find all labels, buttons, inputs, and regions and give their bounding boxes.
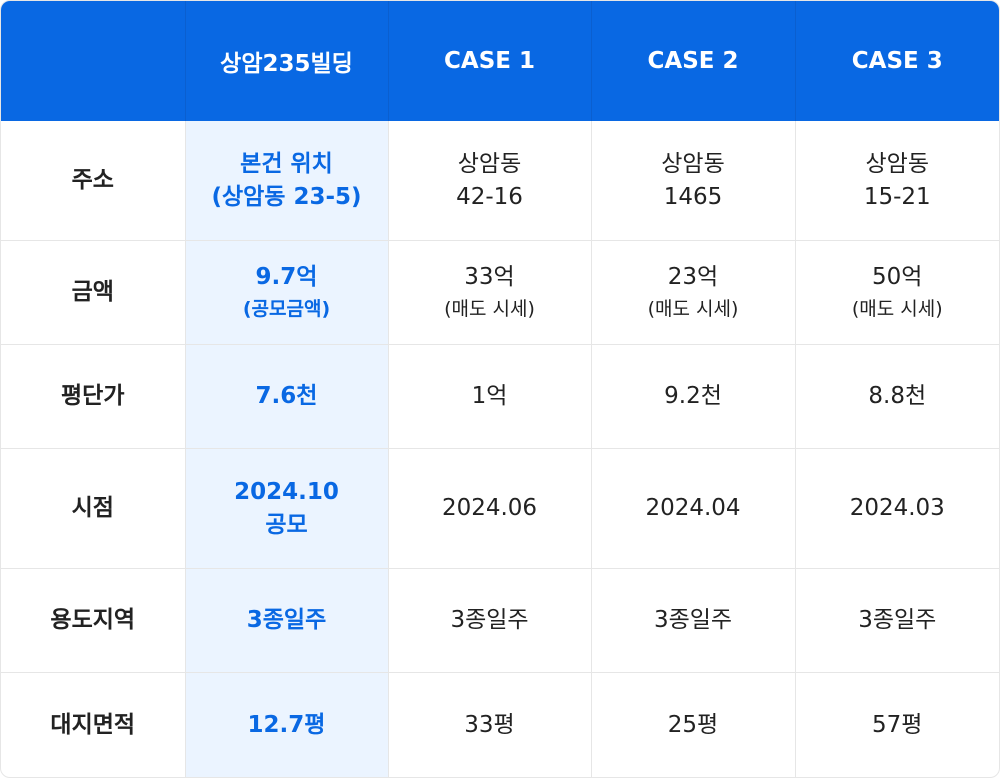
subject-cell: 7.6천 <box>185 344 389 449</box>
cell-sub: (공모금액) <box>242 298 331 320</box>
row-price: 금액 9.7억 (공모금액) 33억 (매도 시세) 23억 (매도 시세) 5… <box>1 240 999 345</box>
row-label: 시점 <box>1 448 186 569</box>
cell-line: (상암동 23-5) <box>211 183 362 210</box>
cell-line: 상암동 <box>661 150 725 177</box>
header-row: 상암235빌딩 CASE 1 CASE 2 CASE 3 <box>1 1 999 121</box>
cell-sub: (매도 시세) <box>851 298 943 320</box>
case-cell: 상암동 42-16 <box>388 121 592 241</box>
row-zoning: 용도지역 3종일주 3종일주 3종일주 3종일주 <box>1 568 999 673</box>
subject-cell: 9.7억 (공모금액) <box>185 240 389 345</box>
cell-line: 상암동 <box>457 150 522 177</box>
row-label: 용도지역 <box>1 568 186 673</box>
cell-sub: (매도 시세) <box>647 298 739 320</box>
subject-cell: 3종일주 <box>185 568 389 673</box>
case-cell: 2024.03 <box>795 448 999 569</box>
cell-line: 42-16 <box>456 183 523 210</box>
cell-line: 본건 위치 <box>240 150 333 177</box>
cell-line: 15-21 <box>863 183 931 210</box>
cell-sub: (매도 시세) <box>444 298 535 320</box>
cell-main: 23억 <box>667 264 719 290</box>
case-cell: 상암동 15-21 <box>795 121 999 241</box>
case-cell: 23억 (매도 시세) <box>591 240 796 345</box>
subject-cell: 2024.10 공모 <box>185 448 389 569</box>
case-cell: 3종일주 <box>591 568 796 673</box>
row-label: 대지면적 <box>1 672 186 777</box>
row-land-area: 대지면적 12.7평 33평 25평 57평 <box>1 672 999 777</box>
row-address: 주소 본건 위치 (상암동 23-5) 상암동 42-16 상암동 1465 상… <box>1 121 999 241</box>
case-cell: 1억 <box>388 344 592 449</box>
case-cell: 2024.04 <box>591 448 796 569</box>
case-cell: 9.2천 <box>591 344 796 449</box>
cell-main: 50억 <box>872 264 923 290</box>
case-cell: 25평 <box>591 672 796 777</box>
cell-main: 33억 <box>464 264 515 290</box>
case-cell: 상암동 1465 <box>591 121 796 241</box>
cell-line: 상암동 <box>865 150 929 177</box>
cell-line: 1465 <box>663 183 723 210</box>
row-label: 주소 <box>1 121 186 241</box>
cell-line: 2024.10 <box>234 478 339 505</box>
row-unit-price: 평단가 7.6천 1억 9.2천 8.8천 <box>1 344 999 449</box>
case-cell: 2024.06 <box>388 448 592 569</box>
case-cell: 50억 (매도 시세) <box>795 240 999 345</box>
cell-main: 9.7억 <box>255 264 318 290</box>
header-case-1: CASE 1 <box>388 1 592 121</box>
row-date: 시점 2024.10 공모 2024.06 2024.04 2024.03 <box>1 448 999 569</box>
case-cell: 3종일주 <box>388 568 592 673</box>
subject-cell: 12.7평 <box>185 672 389 777</box>
case-cell: 3종일주 <box>795 568 999 673</box>
case-cell: 57평 <box>872 711 923 738</box>
case-cell: 8.8천 <box>795 344 999 449</box>
row-label: 금액 <box>1 240 186 345</box>
header-corner <box>1 1 186 121</box>
header-case-3: CASE 3 <box>795 1 999 121</box>
cell-line: 공모 <box>265 511 308 538</box>
case-cell: 33억 (매도 시세) <box>388 240 592 345</box>
header-case-2: CASE 2 <box>591 1 796 121</box>
header-subject: 상암235빌딩 <box>185 1 389 121</box>
subject-cell: 본건 위치 (상암동 23-5) <box>185 121 389 241</box>
row-label: 평단가 <box>1 344 186 449</box>
case-cell: 33평 <box>388 672 592 777</box>
